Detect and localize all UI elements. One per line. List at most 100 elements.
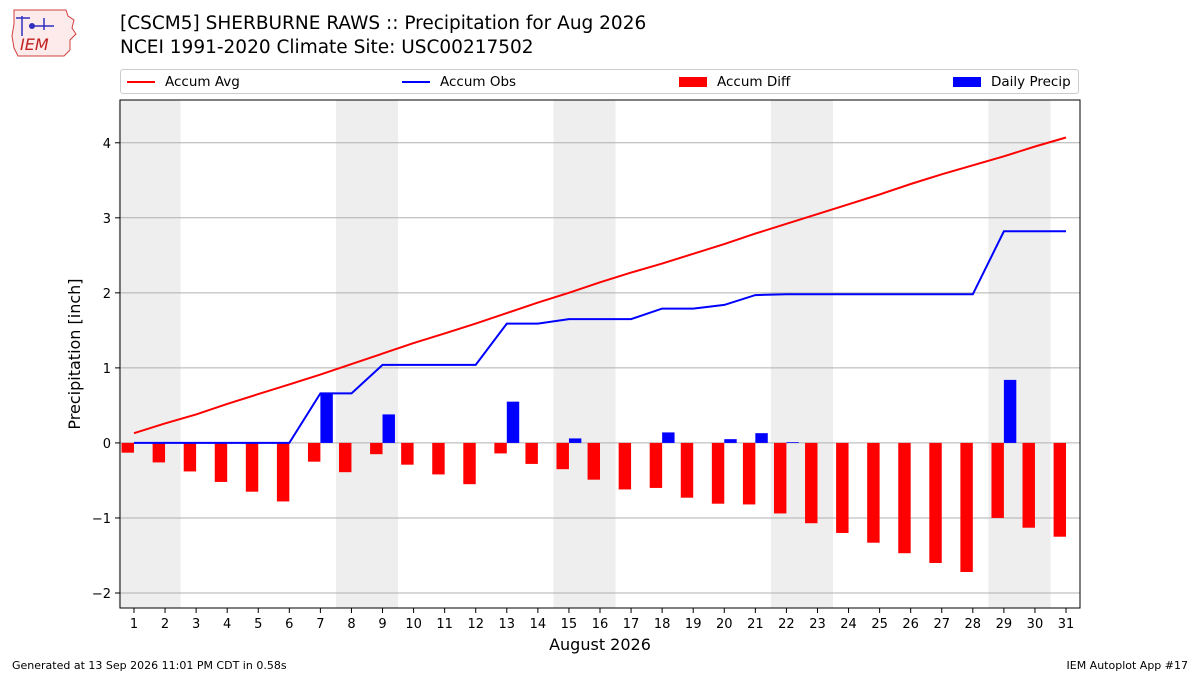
title-line-1: [CSCM5] SHERBURNE RAWS :: Precipitation …	[120, 13, 647, 34]
legend-swatch-daily-precip	[953, 77, 981, 87]
x-tick-label: 20	[716, 617, 733, 632]
y-tick-label: 1	[103, 362, 111, 377]
y-tick-label: −1	[92, 512, 111, 527]
accum-diff-bar	[245, 442, 259, 492]
iem-logo: IEM	[8, 6, 80, 60]
x-tick-label: 11	[436, 617, 453, 632]
legend-label-accum-avg: Accum Avg	[165, 74, 240, 90]
x-tick-label: 26	[902, 617, 919, 632]
chart-legend: Accum Avg Accum Obs Accum Diff Daily Pre…	[120, 69, 1079, 94]
accum-diff-bar	[929, 442, 942, 563]
x-tick-label: 28	[965, 617, 982, 632]
accum-diff-bar	[587, 442, 600, 480]
x-tick-label: 16	[592, 617, 609, 632]
accum-diff-bar	[836, 442, 849, 533]
x-tick-label: 14	[530, 617, 547, 632]
x-tick-label: 22	[778, 617, 795, 632]
legend-swatch-accum-obs	[402, 81, 430, 83]
x-tick-label: 7	[316, 617, 324, 632]
daily-precip-bar	[320, 393, 333, 443]
x-tick-label: 10	[405, 617, 422, 632]
accum-diff-bar	[649, 442, 663, 488]
accum-obs-line	[134, 230, 1066, 444]
footer-app-label: IEM Autoplot App #17	[1066, 659, 1189, 672]
accum-diff-bar	[618, 442, 632, 490]
accum-diff-bar	[711, 442, 725, 504]
legend-item-accum-diff: Accum Diff	[679, 73, 790, 91]
daily-precip-bar	[724, 439, 737, 443]
weekend-shade	[770, 100, 834, 608]
svg-text:IEM: IEM	[20, 35, 49, 54]
weekend-shade	[988, 100, 1051, 608]
accum-diff-bar	[680, 442, 694, 498]
daily-precip-bar	[755, 433, 768, 443]
x-tick-label: 17	[623, 617, 640, 632]
accum-diff-bar	[307, 442, 321, 462]
accum-diff-bar	[152, 442, 166, 463]
x-tick-label: 23	[809, 617, 826, 632]
accum-diff-bar	[276, 442, 290, 502]
accum-diff-bar	[183, 442, 197, 472]
accum-diff-bar	[463, 442, 476, 485]
x-tick-label: 31	[1058, 617, 1075, 632]
bars-layer	[121, 379, 1067, 572]
weekend-shading	[118, 100, 1051, 608]
x-tick-label: 21	[747, 617, 764, 632]
x-axis-label: August 2026	[549, 635, 651, 654]
accum-diff-bar	[805, 442, 818, 524]
x-tick-label: 2	[161, 617, 169, 632]
y-tick-label: −2	[92, 587, 111, 602]
legend-label-daily-precip: Daily Precip	[991, 74, 1071, 90]
title-line-2: NCEI 1991-2020 Climate Site: USC00217502	[120, 37, 534, 58]
accum-diff-bar	[556, 442, 569, 470]
x-tick-label: 27	[933, 617, 950, 632]
accum-diff-bar	[214, 442, 228, 482]
accum-diff-bar	[339, 442, 352, 473]
x-tick-label: 1	[130, 617, 138, 632]
x-tick-label: 19	[685, 617, 702, 632]
accum-diff-bar	[991, 442, 1004, 518]
x-tick-label: 24	[840, 617, 857, 632]
lines-layer	[133, 136, 1067, 444]
legend-swatch-accum-diff	[679, 77, 707, 87]
x-tick-label: 4	[223, 617, 231, 632]
y-tick-label: 2	[103, 287, 111, 302]
daily-precip-bar	[786, 442, 799, 443]
x-axis-ticks: 1 2 3 4 5 6 7 8 9 10 11 12 13 14 15 16 17 18 19 20 21 22 23 24 2…	[130, 608, 1074, 632]
x-tick-label: 15	[561, 617, 578, 632]
legend-swatch-accum-avg	[127, 81, 155, 83]
accum-avg-line	[133, 136, 1067, 435]
accum-diff-bar	[494, 442, 507, 454]
legend-item-accum-avg: Accum Avg	[127, 73, 240, 91]
daily-precip-bar	[568, 438, 582, 443]
x-tick-label: 12	[467, 617, 484, 632]
accum-diff-bar	[960, 442, 973, 572]
daily-precip-bar	[662, 432, 675, 443]
weekend-shade	[335, 100, 399, 608]
x-tick-label: 18	[654, 617, 671, 632]
accum-diff-bar	[432, 442, 445, 475]
x-tick-label: 6	[285, 617, 293, 632]
y-tick-label: 4	[103, 137, 111, 152]
y-axis-label: Precipitation [inch]	[65, 278, 84, 429]
x-tick-label: 25	[871, 617, 888, 632]
x-tick-label: 8	[347, 617, 355, 632]
y-axis-ticks: −2 −1 0 1 2 3 4	[92, 137, 120, 602]
x-tick-label: 29	[996, 617, 1013, 632]
accum-diff-bar	[1022, 442, 1035, 528]
accum-diff-bar	[1053, 442, 1067, 537]
accum-diff-bar	[370, 442, 383, 455]
accum-diff-bar	[742, 442, 756, 505]
legend-label-accum-obs: Accum Obs	[440, 74, 517, 90]
x-tick-label: 3	[192, 617, 200, 632]
accum-diff-bar	[867, 442, 880, 543]
accum-diff-bar	[525, 442, 538, 464]
legend-item-daily-precip: Daily Precip	[953, 73, 1071, 91]
y-tick-label: 0	[103, 437, 111, 452]
weekend-shade	[118, 100, 181, 608]
accum-diff-bar	[121, 442, 134, 453]
accum-diff-bar	[898, 442, 911, 554]
accum-diff-bar	[401, 442, 414, 465]
chart-title: [CSCM5] SHERBURNE RAWS :: Precipitation …	[120, 12, 646, 60]
legend-label-accum-diff: Accum Diff	[717, 74, 791, 90]
